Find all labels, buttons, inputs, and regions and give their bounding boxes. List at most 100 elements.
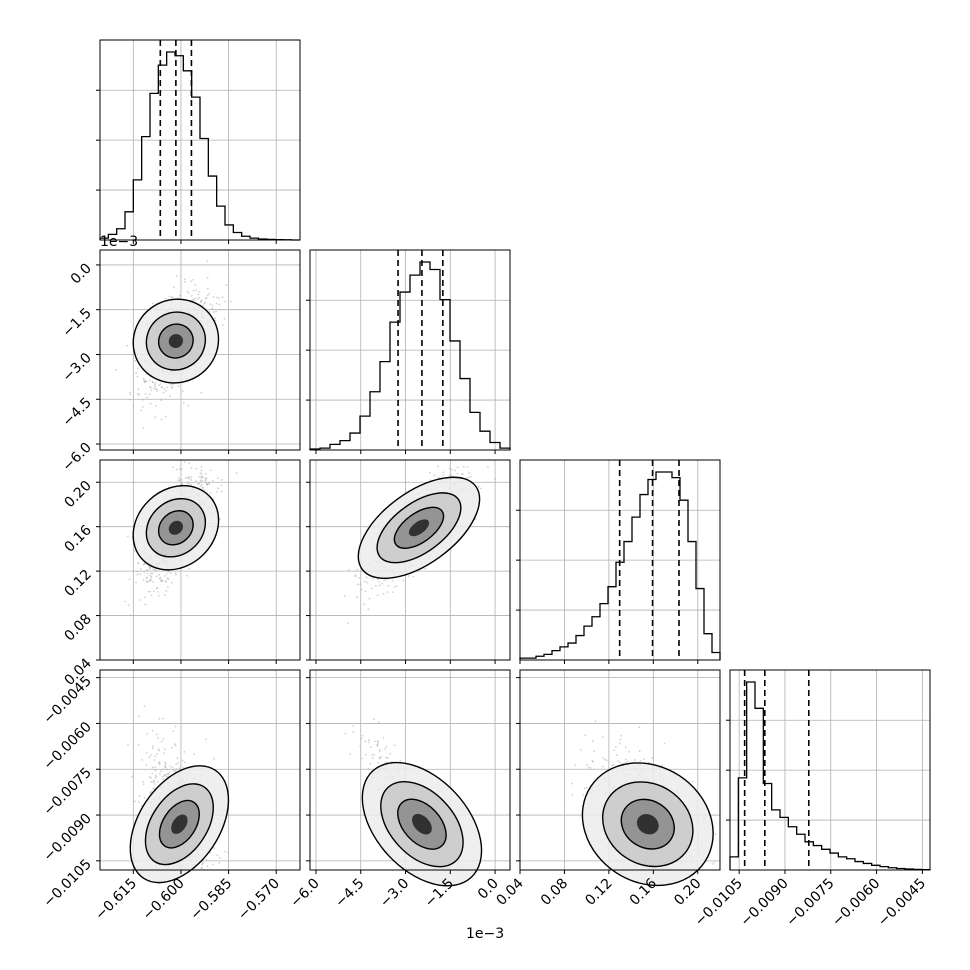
panel-0-1-point (140, 409, 143, 412)
panel-0-1-point (142, 377, 145, 380)
panel-1-3-point (467, 896, 469, 898)
panel-0-3-point (151, 729, 154, 732)
panel-0-1-point (150, 389, 153, 392)
panel-0-3-point (192, 875, 194, 877)
panel-0-2-point (200, 469, 203, 472)
panel-1-3-point (371, 753, 373, 756)
panel-0-3-point (157, 737, 159, 739)
panel-1-3-point (466, 892, 468, 894)
panel-0-2-point (139, 568, 142, 570)
panel-1-2-point (368, 597, 371, 600)
panel-0-2-point (142, 563, 145, 566)
panel-0-2-point (201, 476, 204, 478)
panel-1-2-point (385, 578, 388, 581)
panel-0-1-point (202, 304, 205, 307)
panel-1-3-point (385, 756, 388, 759)
panel-0-3-point (221, 872, 223, 874)
panel-1-3-point (373, 718, 375, 721)
panel-0-2-point (188, 475, 190, 478)
panel-0-2-point (146, 568, 148, 571)
panel-0-3-point (197, 885, 199, 887)
panel-0-3-point (174, 744, 177, 747)
panel-0-3-point (206, 865, 209, 868)
panel-0-3-point (223, 934, 225, 936)
panel-0-3-point (197, 877, 199, 879)
panel-0-1-point (115, 368, 118, 371)
panel-0-3-point (145, 752, 148, 754)
panel-1-3-point (460, 899, 462, 901)
panel-0-1-point (142, 426, 145, 429)
panel-1-3-point (377, 761, 380, 764)
panel-0-2-point (190, 466, 193, 469)
panel-0-2-point (206, 483, 209, 486)
panel-0-3-point (150, 781, 153, 783)
panel-0-3-point (158, 763, 161, 766)
panel-0-3-point (207, 871, 209, 873)
panel-1-2-point (381, 582, 383, 585)
panel-2-3-point (583, 787, 586, 790)
panel-0-3-point (153, 787, 156, 790)
panel-0-1-point (164, 415, 167, 418)
panel-1-2-point (376, 594, 379, 597)
panel-0-1-point (182, 402, 185, 404)
panel-0-2-point (149, 566, 152, 569)
panel-0-3-point (157, 762, 160, 765)
panel-0-2-point (155, 587, 158, 590)
panel-1-2-point (363, 603, 366, 606)
panel-0-3-point (200, 875, 202, 877)
panel-0-2-point (156, 586, 159, 589)
panel-2-3-point (664, 902, 666, 904)
panel-0-1-point (143, 381, 146, 384)
panel-0-2-point (188, 567, 191, 570)
panel-0-2-point (149, 568, 151, 570)
panel-1-2-point (366, 581, 368, 584)
panel-1-2-point (462, 466, 465, 468)
panel-0-2-point (199, 472, 202, 474)
panel-0-2-point (188, 477, 190, 480)
panel-1-3-point (459, 887, 461, 889)
panel-1-2-point (479, 487, 482, 490)
panel-0-1-point (198, 290, 201, 293)
panel-0-1-point (208, 311, 211, 313)
panel-2-3-point (620, 734, 623, 737)
panel-1-2-point (358, 577, 361, 579)
panel-0-2-point (202, 487, 205, 489)
panel-1-2-point (367, 608, 370, 611)
panel-0-2-point (149, 590, 152, 593)
panel-0-1-point (187, 292, 190, 294)
panel-0-3-point (174, 944, 176, 946)
panel-0-3-point (166, 773, 169, 775)
panel-0-1-point (151, 381, 154, 383)
panel-0-3-point (201, 861, 204, 864)
panel-0-1-point (181, 390, 184, 393)
panel-2-3-point (661, 889, 663, 891)
panel-0-3-point (165, 775, 167, 778)
panel-1-2-point (407, 575, 410, 577)
panel-1-3-point (369, 762, 372, 765)
panel-1-3-point (455, 924, 457, 926)
panel-1-2-point (442, 471, 445, 474)
panel-1-3-point (453, 914, 455, 916)
panel-0-3-point (174, 725, 177, 728)
panel-0-3-point (167, 773, 170, 775)
panel-0-3-point (143, 705, 146, 708)
panel-0-3-point (166, 954, 168, 956)
panel-0-3-point (155, 733, 158, 736)
panel-0-3-point (194, 877, 196, 879)
panel-0-2-point (155, 575, 158, 578)
panel-0-2-point (178, 477, 181, 480)
panel-0-3-point (190, 888, 192, 890)
panel-0-3-point (151, 747, 154, 749)
panel-0-3-point (163, 774, 166, 777)
panel-0-1-point (212, 311, 215, 314)
panel-0-2-point (145, 580, 148, 583)
panel-0-2-point (128, 578, 131, 581)
panel-0-1-point (154, 416, 157, 419)
panel-2-3-point (571, 793, 574, 796)
panel-0-3-point (184, 761, 186, 764)
panel-0-3-point (206, 921, 208, 923)
panel-1-3-point (361, 734, 364, 737)
panel-2-3-point (704, 889, 706, 891)
panel-0-2-point (186, 574, 188, 577)
